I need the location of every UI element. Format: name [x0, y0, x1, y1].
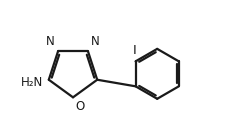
Text: H₂N: H₂N	[21, 76, 43, 89]
Text: N: N	[46, 35, 55, 48]
Text: N: N	[91, 35, 100, 48]
Text: O: O	[75, 100, 84, 113]
Text: I: I	[133, 44, 137, 57]
